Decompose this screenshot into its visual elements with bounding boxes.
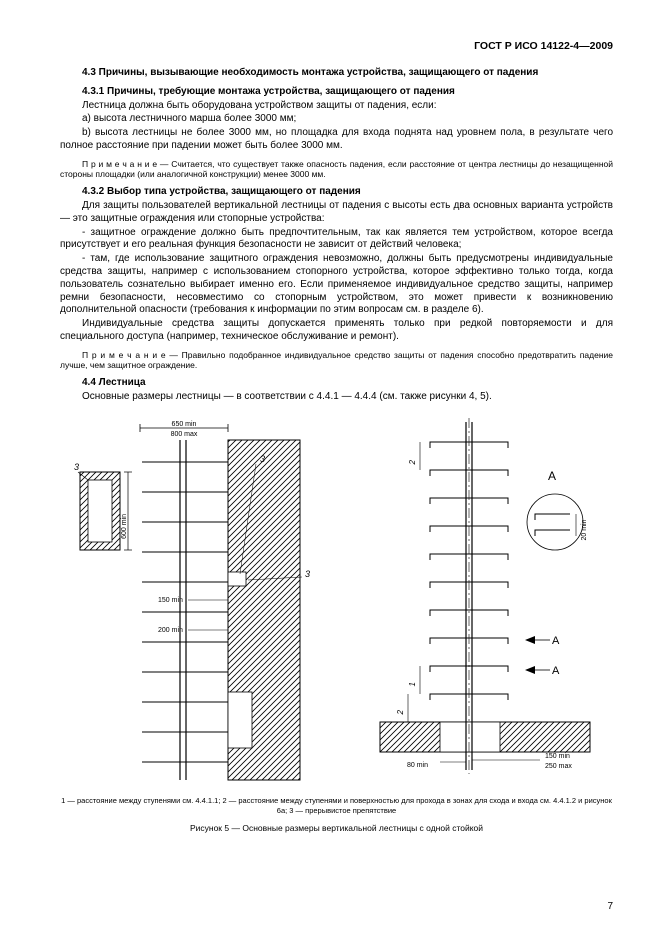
callout-3c: 3 bbox=[305, 569, 310, 579]
dim-1: 1 bbox=[408, 682, 417, 686]
dim-150min-l: 150 min bbox=[158, 597, 183, 604]
dim-600min: 600 min bbox=[121, 514, 128, 539]
section-A-label: A bbox=[548, 469, 556, 483]
section-4-4-title: 4.4 Лестница bbox=[60, 377, 613, 388]
note-4-3-1: П р и м е ч а н и е — Считается, что сущ… bbox=[60, 159, 613, 180]
dim-20min: 20 min bbox=[581, 519, 588, 540]
p-4-3-2-2: - защитное ограждение должно быть предпо… bbox=[60, 227, 613, 253]
dim-250maxR: 250 max bbox=[545, 763, 572, 770]
p-4-3-1-intro: Лестница должна быть оборудована устройс… bbox=[60, 100, 613, 113]
section-4-3-2-title: 4.3.2 Выбор типа устройства, защищающего… bbox=[60, 186, 613, 197]
figure-5-caption: Рисунок 5 — Основные размеры вертикально… bbox=[60, 823, 613, 833]
dim-200min-l: 200 min bbox=[158, 627, 183, 634]
section-4-3-1-title: 4.3.1 Причины, требующие монтажа устройс… bbox=[60, 86, 613, 97]
section-4-3-title: 4.3 Причины, вызывающие необходимость мо… bbox=[60, 66, 613, 80]
dim-150minR: 150 min bbox=[545, 753, 570, 760]
p-4-4-1: Основные размеры лестницы — в соответств… bbox=[60, 391, 613, 404]
dim-800max: 800 max bbox=[171, 431, 198, 438]
figure-5-legend: 1 — расстояние между ступенями см. 4.4.1… bbox=[60, 796, 613, 816]
p-4-3-2-1: Для защиты пользователей вертикальной ле… bbox=[60, 200, 613, 226]
callout-3a: 3 bbox=[74, 462, 79, 472]
arrow-A2: A bbox=[552, 665, 560, 677]
dim-650min: 650 min bbox=[172, 421, 197, 428]
p-4-3-2-4: Индивидуальные средства защиты допускает… bbox=[60, 318, 613, 344]
note-4-3-2: П р и м е ч а н и е — Правильно подобран… bbox=[60, 350, 613, 371]
page-number: 7 bbox=[607, 901, 613, 912]
dim-2-bot: 2 bbox=[396, 709, 405, 715]
doc-header: ГОСТ Р ИСО 14122-4—2009 bbox=[60, 40, 613, 52]
dim-2-top: 2 bbox=[408, 459, 417, 465]
p-4-3-1-a: a) высота лестничного марша более 3000 м… bbox=[60, 113, 613, 126]
arrow-A1: A bbox=[552, 635, 560, 647]
figure-5-diagram: 650 min 800 max 3 600 min bbox=[60, 412, 613, 792]
callout-3b: 3 bbox=[260, 454, 265, 464]
dim-80min: 80 min bbox=[407, 762, 428, 769]
p-4-3-2-3: - там, где использование защитного ограж… bbox=[60, 253, 613, 317]
p-4-3-1-b: b) высота лестницы не более 3000 мм, но … bbox=[60, 127, 613, 153]
